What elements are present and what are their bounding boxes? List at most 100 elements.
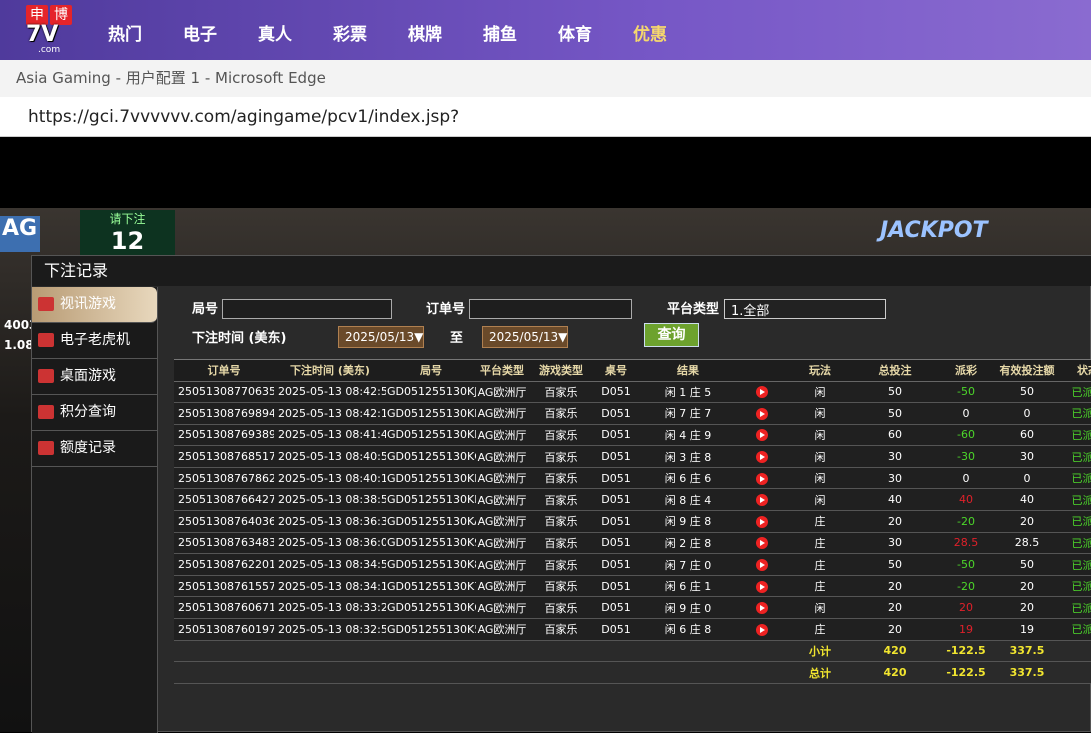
cell: 250513087664276 [174,488,274,512]
cell: 0 [936,467,996,490]
logo-char: 博 [50,5,72,25]
cell: AG欧洲厅 [476,510,528,533]
query-button[interactable]: 查询 [644,323,699,347]
bet-box: 请下注 12 [80,210,175,260]
cell: 闲 [786,424,854,447]
replay-button[interactable] [756,623,768,636]
cell: GD051255130KA [386,510,476,533]
cell: GD051255130K8 [386,553,476,576]
record-row: 250513087698948 2025-05-13 08:42:10 GD0512… [174,402,1091,425]
replay-cell [738,381,786,404]
cell: 40 [936,488,996,512]
cell: 2025-05-13 08:36:08 [274,532,386,555]
cell: 50 [996,381,1058,404]
nav-item[interactable]: 优惠 [633,25,667,45]
menu-icon [38,369,54,383]
cell [1058,661,1091,684]
cell: 百家乐 [528,467,594,490]
cell: 闲 9 庄 0 [638,596,738,620]
logo-main: 7V [26,22,59,47]
total-cell: 420 [854,640,936,663]
cell: D051 [594,424,638,447]
record-row: 250513087622015 2025-05-13 08:34:50 GD0512… [174,553,1091,576]
address-bar[interactable]: https://gci.7vvvvvv.com/agingame/pcv1/in… [0,97,1091,137]
nav-item[interactable]: 棋牌 [408,25,442,45]
menu-item[interactable]: 额度记录 [32,431,157,467]
brand: AG [0,216,40,252]
menu-item[interactable]: 视讯游戏 [32,287,157,323]
replay-button[interactable] [756,407,768,420]
cell: 2025-05-13 08:40:15 [274,467,386,490]
nav: 热门 电子 真人 彩票 棋牌 捕鱼 体育 优惠 [108,20,708,45]
cell: 60 [854,424,936,447]
replay-button[interactable] [756,386,768,399]
column-header: 有效投注额 [996,360,1058,382]
logo[interactable]: 申博 7V .com [26,4,76,58]
record-row: 250513087601975 2025-05-13 08:32:54 GD0512… [174,618,1091,641]
menu-icon [38,405,54,419]
cell: AG欧洲厅 [476,402,528,425]
replay-button[interactable] [756,580,768,593]
cell: 20 [936,596,996,620]
menu-item[interactable]: 桌面游戏 [32,359,157,395]
replay-button[interactable] [756,537,768,550]
replay-button[interactable] [756,602,768,615]
cell: 百家乐 [528,532,594,555]
cell: 庄 [786,510,854,533]
replay-cell [738,510,786,533]
cell: 0 [996,402,1058,425]
cell: 2025-05-13 08:41:42 [274,424,386,447]
date-from[interactable]: 2025/05/13▼ [338,326,424,348]
order-input[interactable] [469,299,632,319]
cell: GD051255130KI [386,402,476,425]
record-row: 250513087606718 2025-05-13 08:33:23 GD0512… [174,596,1091,620]
cell: 闲 6 庄 6 [638,467,738,490]
cell: 0 [936,402,996,425]
cell: AG欧洲厅 [476,575,528,598]
cell: 50 [996,553,1058,576]
replay-button[interactable] [756,451,768,464]
window-title: Asia Gaming - 用户配置 1 - Microsoft Edge [0,60,1091,97]
menu-label: 额度记录 [60,440,116,456]
cell: 2025-05-13 08:36:39 [274,510,386,533]
cell: 2025-05-13 08:38:53 [274,488,386,512]
replay-cell [738,618,786,641]
nav-item[interactable]: 热门 [108,25,142,45]
cell: 百家乐 [528,424,594,447]
cell [174,661,786,684]
cell: D051 [594,402,638,425]
cell: AG欧洲厅 [476,381,528,404]
replay-cell [738,575,786,598]
replay-button[interactable] [756,472,768,485]
menu-item[interactable]: 电子老虎机 [32,323,157,359]
cell: 已派彩 [1058,467,1091,490]
round-label: 局号 [192,302,219,317]
replay-button[interactable] [756,429,768,442]
nav-item[interactable]: 体育 [558,25,592,45]
cell: D051 [594,510,638,533]
cell: 已派彩 [1058,596,1091,620]
nav-item[interactable]: 真人 [258,25,292,45]
nav-item[interactable]: 彩票 [333,25,367,45]
replay-button[interactable] [756,515,768,528]
cell: GD051255130K9 [386,532,476,555]
menu-item[interactable]: 积分查询 [32,395,157,431]
cell: 庄 [786,618,854,641]
round-input[interactable] [222,299,392,319]
cell: 百家乐 [528,402,594,425]
replay-button[interactable] [756,494,768,507]
cell: 50 [854,553,936,576]
date-to[interactable]: 2025/05/13▼ [482,326,568,348]
column-header: 游戏类型 [528,360,594,382]
cell: 已派彩 [1058,553,1091,576]
nav-item[interactable]: 捕鱼 [483,25,517,45]
replay-button[interactable] [756,559,768,572]
platform-select[interactable]: 1.全部 [724,299,886,319]
cell: 2025-05-13 08:33:23 [274,596,386,620]
nav-item[interactable]: 电子 [183,25,217,45]
column-header [738,360,786,382]
cell: AG欧洲厅 [476,596,528,620]
cell: 19 [936,618,996,641]
cell: AG欧洲厅 [476,467,528,490]
menu-label: 视讯游戏 [60,296,116,312]
